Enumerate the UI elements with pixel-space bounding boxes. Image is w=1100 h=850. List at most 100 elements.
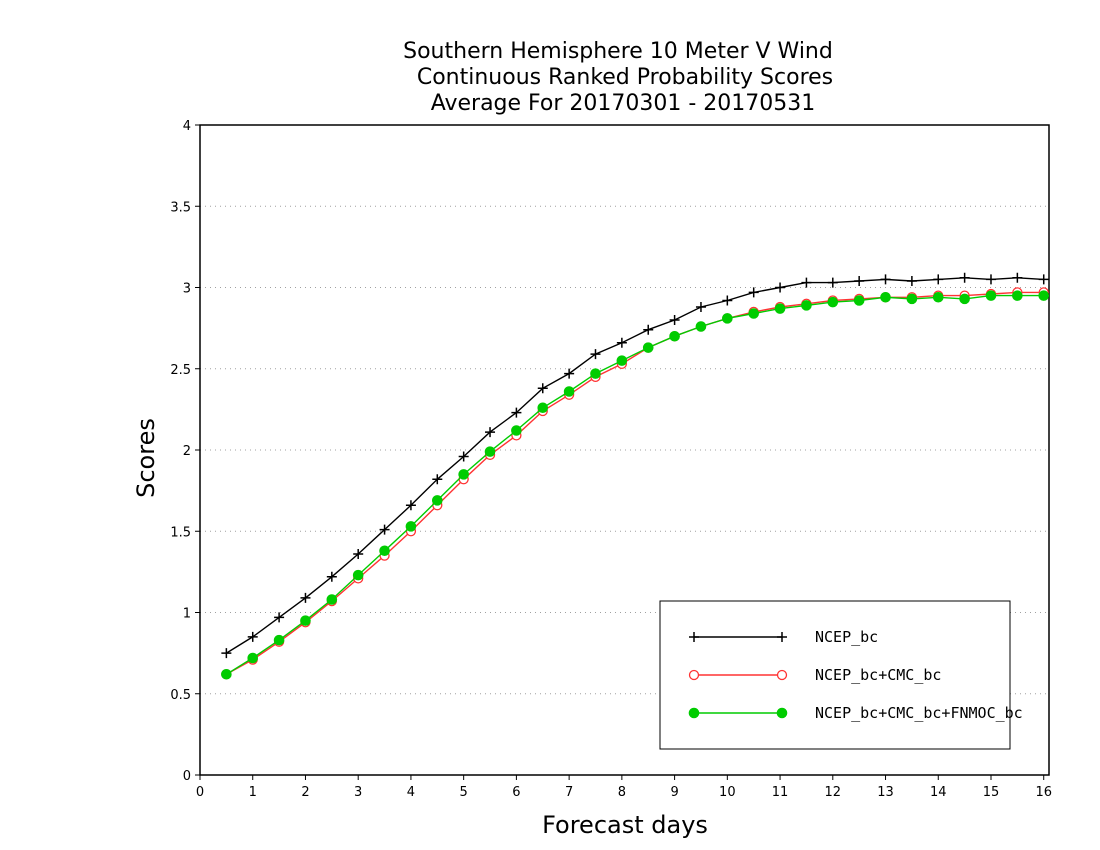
series-0-point-5 — [353, 549, 364, 559]
series-0-point-6 — [379, 524, 390, 535]
legend-marker-start-1 — [688, 669, 700, 681]
chart-title-line-1: Southern Hemisphere 10 Meter V Wind — [403, 39, 833, 64]
series-0-point-7 — [405, 500, 416, 511]
series-0-point-10 — [485, 427, 496, 438]
x-tick-label-1: 1 — [249, 785, 257, 800]
series-0-point-12 — [537, 383, 548, 394]
series-0-point-29 — [985, 274, 996, 285]
series-0-point-17 — [669, 315, 680, 325]
series-2-point-12 — [537, 402, 549, 414]
series-2-point-23 — [827, 296, 839, 308]
series-0-point-9 — [458, 451, 469, 462]
series-2-point-22 — [801, 300, 812, 311]
x-tick-label-13: 13 — [877, 785, 894, 800]
series-0-point-0 — [221, 648, 232, 659]
series-0-point-23 — [827, 277, 838, 288]
series-2-point-13 — [563, 386, 575, 397]
series-0-point-30 — [1012, 272, 1023, 283]
series-0-point-22 — [801, 277, 812, 288]
series-2-point-4 — [326, 594, 338, 605]
y-tick-label-6: 3 — [183, 282, 191, 297]
x-tick-label-12: 12 — [825, 785, 842, 800]
y-tick-label-5: 2.5 — [170, 363, 191, 378]
series-2-point-5 — [352, 569, 364, 581]
series-2-point-19 — [722, 313, 733, 324]
series-2-point-29 — [985, 290, 997, 301]
series-2-point-26 — [906, 293, 918, 305]
x-tick-label-0: 0 — [196, 785, 204, 800]
y-tick-label-2: 1 — [183, 607, 191, 622]
x-tick-label-3: 3 — [354, 785, 362, 800]
series-0-point-28 — [959, 272, 970, 283]
series-2-point-14 — [590, 368, 601, 379]
series-2-point-0 — [221, 668, 232, 680]
chart-title-line-3: Average For 20170301 - 20170531 — [431, 91, 816, 116]
series-0-point-26 — [906, 276, 917, 286]
x-tick-label-6: 6 — [512, 785, 520, 800]
legend-marker-end-2 — [776, 707, 788, 719]
series-2-point-25 — [880, 291, 891, 303]
series-0-point-14 — [590, 349, 601, 360]
series-0-point-11 — [511, 407, 522, 418]
series-2-point-28 — [959, 293, 970, 305]
series-0-point-21 — [775, 282, 786, 293]
chart-title: Southern Hemisphere 10 Meter V Wind Cont… — [403, 39, 833, 116]
plot-frame — [199, 124, 1050, 776]
y-axis-label: Scores — [132, 418, 160, 498]
series-2 — [221, 290, 1050, 680]
x-tick-label-10: 10 — [719, 785, 736, 800]
series-0-point-2 — [274, 612, 285, 623]
series-2-point-17 — [669, 330, 680, 342]
x-tick-label-15: 15 — [983, 785, 1000, 800]
y-tick-label-1: 0.5 — [170, 688, 191, 703]
legend-marker-start-2 — [688, 707, 700, 719]
legend-marker-end-0 — [777, 632, 787, 642]
x-axis-label: Forecast days — [542, 811, 708, 839]
series-2-point-21 — [774, 303, 786, 314]
legend-marker-end-1 — [776, 669, 788, 681]
y-tick-label-7: 3.5 — [170, 200, 191, 215]
series-2-point-3 — [300, 615, 311, 626]
series-2-point-8 — [431, 495, 443, 506]
x-tick-label-2: 2 — [301, 785, 309, 800]
legend-marker-start-0 — [689, 632, 699, 642]
series-0-point-8 — [432, 474, 443, 485]
legend-entry-0: NCEP_bc — [815, 628, 878, 646]
x-tick-label-14: 14 — [930, 785, 947, 800]
series-0-line — [226, 277, 1044, 654]
series-2-point-31 — [1038, 290, 1050, 301]
series-0-point-3 — [300, 592, 311, 603]
series-2-point-20 — [748, 308, 759, 319]
series-0-point-25 — [880, 274, 891, 285]
x-tick-label-7: 7 — [565, 785, 573, 800]
series-0-point-13 — [564, 368, 575, 379]
legend: NCEP_bc NCEP_bc+CMC_bc NCEP_bc+CMC_bc+FNMO… — [659, 600, 1023, 750]
series-2-point-10 — [484, 446, 496, 457]
x-tick-label-8: 8 — [618, 785, 626, 800]
series-0-point-15 — [616, 337, 627, 348]
series-0-point-18 — [695, 302, 706, 312]
series-2-point-1 — [247, 652, 259, 664]
series-0 — [221, 272, 1049, 659]
series-2-point-30 — [1012, 290, 1023, 301]
series-0-point-24 — [854, 276, 865, 286]
legend-entry-1: NCEP_bc+CMC_bc — [815, 666, 941, 684]
series-2-point-2 — [273, 634, 285, 646]
legend-entry-2: NCEP_bc+CMC_bc+FNMOC_bc — [815, 704, 1023, 722]
y-tick-label-8: 4 — [183, 119, 191, 134]
series-layer — [221, 272, 1050, 680]
x-tick-label-11: 11 — [772, 785, 789, 800]
series-2-point-6 — [379, 545, 390, 557]
series-0-point-31 — [1038, 274, 1049, 285]
y-tick-label-4: 2 — [183, 444, 191, 459]
series-0-point-19 — [722, 295, 733, 306]
series-2-point-11 — [511, 425, 522, 436]
series-2-point-18 — [695, 321, 707, 332]
y-tick-label-0: 0 — [183, 769, 191, 784]
series-2-point-7 — [405, 521, 417, 532]
x-tick-label-4: 4 — [407, 785, 415, 800]
series-0-point-4 — [326, 571, 337, 582]
series-2-point-9 — [458, 469, 469, 480]
chart-title-line-2: Continuous Ranked Probability Scores — [417, 65, 833, 90]
